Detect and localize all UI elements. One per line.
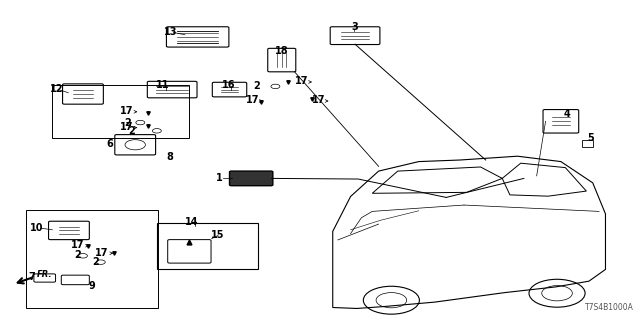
Bar	[26, 210, 158, 308]
Bar	[157, 223, 257, 269]
Text: 17: 17	[246, 95, 260, 105]
FancyBboxPatch shape	[230, 171, 273, 186]
Text: 17: 17	[120, 122, 133, 132]
Text: 17: 17	[95, 248, 109, 258]
Text: 13: 13	[163, 27, 177, 36]
Text: 12: 12	[49, 84, 63, 94]
Text: T7S4B1000A: T7S4B1000A	[584, 303, 634, 312]
Text: 2: 2	[253, 81, 260, 92]
Text: 11: 11	[156, 80, 170, 91]
Text: FR.: FR.	[37, 270, 52, 279]
Text: 7: 7	[29, 272, 35, 282]
Text: 9: 9	[88, 281, 95, 291]
Text: 2: 2	[74, 250, 81, 260]
Text: 16: 16	[221, 80, 235, 91]
Text: 18: 18	[275, 46, 289, 56]
Text: 17: 17	[312, 95, 326, 105]
Text: 14: 14	[184, 217, 198, 227]
Text: 5: 5	[587, 133, 593, 143]
Text: 17: 17	[296, 76, 309, 86]
Text: 15: 15	[211, 229, 225, 240]
Text: 1: 1	[216, 173, 223, 183]
Text: 2: 2	[129, 126, 136, 136]
Text: 8: 8	[166, 152, 173, 163]
Text: 2: 2	[124, 117, 131, 128]
Text: 3: 3	[351, 22, 358, 32]
Text: 4: 4	[564, 109, 571, 119]
Text: 10: 10	[30, 223, 44, 233]
Text: 6: 6	[106, 139, 113, 148]
Text: 2: 2	[92, 257, 99, 267]
Text: 17: 17	[71, 240, 84, 250]
Text: 17: 17	[120, 106, 133, 116]
Bar	[582, 140, 593, 147]
Bar	[52, 84, 189, 139]
